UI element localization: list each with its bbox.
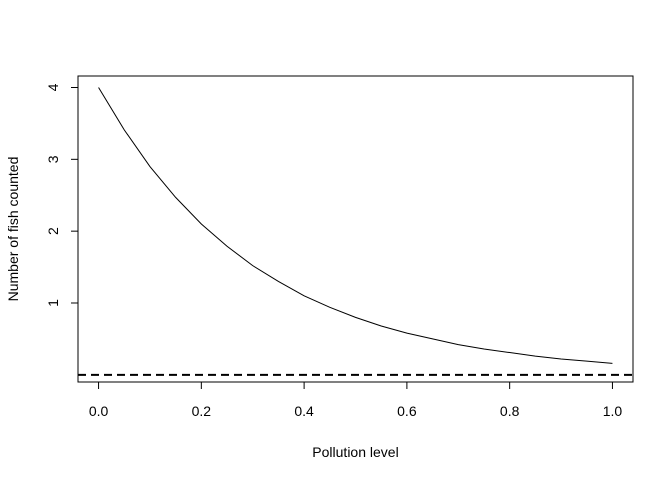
plot-frame <box>77 75 634 383</box>
x-tick-label: 1.0 <box>603 403 623 419</box>
x-tick-label: 0.6 <box>397 403 417 419</box>
x-tick-label: 0.2 <box>192 403 212 419</box>
x-tick-label: 0.8 <box>500 403 520 419</box>
y-tick-label: 2 <box>45 227 61 235</box>
y-tick-label: 1 <box>45 299 61 307</box>
x-tick-label: 0.0 <box>89 403 109 419</box>
y-axis: 1 2 3 4 <box>45 83 79 307</box>
y-axis-title: Number of fish counted <box>5 157 21 302</box>
x-tick-label: 0.4 <box>294 403 314 419</box>
fish-count-curve <box>98 87 613 364</box>
y-tick-label: 4 <box>45 83 61 91</box>
y-tick-label: 3 <box>45 155 61 163</box>
plot-area <box>78 87 633 376</box>
x-axis: 0.0 0.2 0.4 0.6 0.8 1.0 <box>89 381 623 419</box>
x-axis-title: Pollution level <box>312 444 398 460</box>
